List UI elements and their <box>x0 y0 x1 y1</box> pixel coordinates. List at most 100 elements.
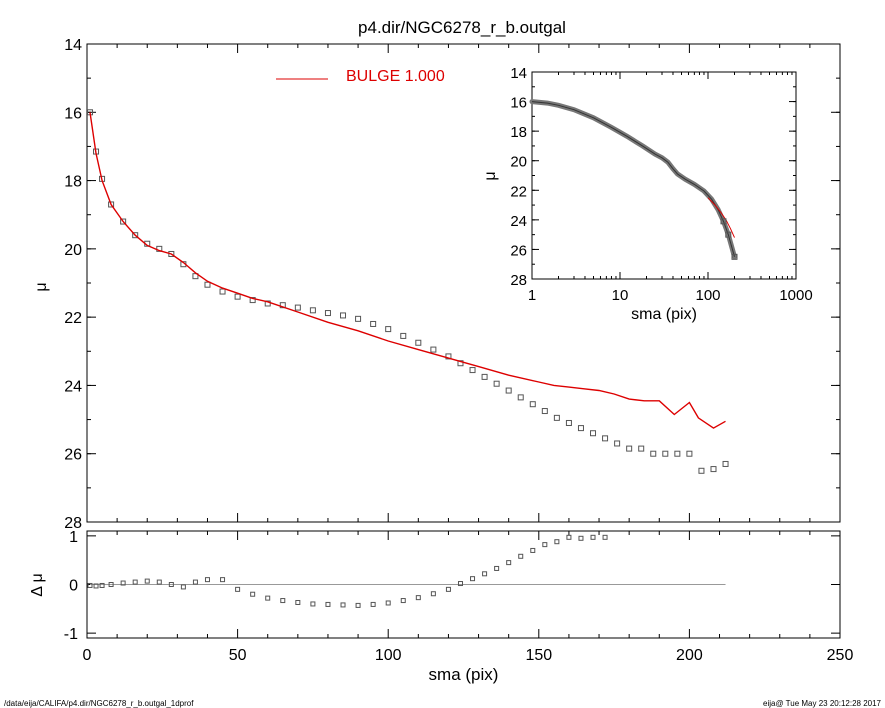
data-point <box>204 281 211 288</box>
inset-data-point <box>725 231 732 238</box>
resid-y-tick-label: 1 <box>69 529 78 546</box>
residual-point <box>295 599 301 605</box>
data-point <box>249 297 256 304</box>
residual-point <box>530 547 536 553</box>
residual-point <box>144 578 150 584</box>
data-point <box>553 414 560 421</box>
inset-y-tick-label: 28 <box>510 272 527 289</box>
inset-plot: 14 16 18 20 22 24 26 281 10 100 1000 sma (pix) μ <box>482 65 813 323</box>
main-y-tick-label: 26 <box>64 447 82 464</box>
data-point <box>614 440 621 447</box>
data-point <box>370 320 377 327</box>
inset-x-tick-label: 1 <box>528 287 536 304</box>
residual-point <box>108 582 114 587</box>
main-y-tick-label: 24 <box>64 378 82 395</box>
inset-x-axis-label: sma (pix) <box>631 306 697 323</box>
data-point <box>234 293 241 300</box>
x-tick-label: 200 <box>676 647 703 664</box>
main-y-tick-label: 14 <box>64 37 82 54</box>
data-point <box>294 304 301 311</box>
data-point <box>577 425 584 432</box>
legend-label: BULGE 1.000 <box>346 68 445 85</box>
inset-y-tick-label: 18 <box>510 124 527 141</box>
resid-y-tick-label: -1 <box>64 626 78 643</box>
data-point <box>264 300 271 307</box>
data-point <box>602 435 609 442</box>
data-point <box>132 232 139 239</box>
residual-point <box>168 582 174 587</box>
data-point <box>309 307 316 314</box>
inset-x-tick-label: 1000 <box>779 287 812 304</box>
data-point <box>400 332 407 339</box>
data-point <box>445 353 452 360</box>
inset-y-tick-label: 22 <box>510 183 527 200</box>
data-point <box>469 367 476 374</box>
residual-point <box>220 577 226 583</box>
inset-y-tick-label: 24 <box>510 213 527 230</box>
resid-y-axis-label: Δ μ <box>29 573 46 596</box>
residual-point <box>602 534 608 540</box>
data-point <box>626 445 633 452</box>
inset-x-tick-label: 10 <box>612 287 629 304</box>
main-y-tick-label: 20 <box>64 242 82 259</box>
residual-point <box>310 601 316 607</box>
residual-point <box>385 600 391 606</box>
residual-point <box>430 591 436 597</box>
residual-point <box>482 571 488 577</box>
residual-point <box>235 586 241 592</box>
inset-model-line <box>707 197 735 238</box>
data-point <box>279 302 286 309</box>
data-point <box>565 419 572 426</box>
main-y-tick-label: 28 <box>64 515 82 532</box>
residual-point <box>180 584 186 590</box>
residual-point <box>494 565 500 571</box>
main-plot: 14 16 18 20 22 24 26 28 μ BULGE 1.000 <box>33 37 841 532</box>
x-tick-label: 150 <box>525 647 552 664</box>
inset-y-tick-label: 14 <box>510 65 527 82</box>
data-point <box>340 312 347 319</box>
residual-point <box>280 598 286 604</box>
data-point <box>698 467 705 474</box>
residual-point <box>400 598 406 604</box>
inset-data-point <box>720 218 727 225</box>
resid-y-tick-label: 0 <box>69 578 78 595</box>
data-point <box>722 460 729 467</box>
residual-point <box>93 583 99 589</box>
footer-path: /data/eija/CALIFA/p4.dir/NGC6278_r_b.out… <box>4 699 194 708</box>
main-y-tick-label: 16 <box>64 105 82 122</box>
chart-title: p4.dir/NGC6278_r_b.outgal <box>358 18 566 37</box>
x-tick-label: 250 <box>827 647 854 664</box>
inset-y-tick-label: 20 <box>510 154 527 171</box>
data-point <box>219 288 226 295</box>
residual-point <box>445 586 451 592</box>
data-point <box>355 315 362 322</box>
data-point <box>324 310 331 317</box>
inset-x-tick-label: 100 <box>695 287 720 304</box>
x-axis-label: sma (pix) <box>429 665 499 684</box>
data-point <box>638 445 645 452</box>
residual-point <box>120 580 126 586</box>
data-point <box>481 373 488 380</box>
residual-point <box>578 535 584 541</box>
residual-point <box>566 534 572 540</box>
data-point <box>662 450 669 457</box>
residual-point <box>554 539 560 545</box>
inset-y-tick-label: 16 <box>510 95 527 112</box>
residual-point <box>340 602 346 608</box>
inset-data-point <box>731 253 738 260</box>
residual-point <box>132 579 138 585</box>
x-tick-label: 0 <box>83 647 92 664</box>
data-point <box>493 380 500 387</box>
data-point <box>385 326 392 333</box>
data-point <box>541 408 548 415</box>
residual-point <box>265 595 271 601</box>
residual-point <box>87 582 93 588</box>
data-point <box>505 387 512 394</box>
residual-point <box>250 591 256 597</box>
data-point <box>457 360 464 367</box>
residual-point <box>518 553 524 559</box>
residual-point <box>204 577 210 583</box>
residual-point <box>325 601 331 607</box>
inset-y-tick-label: 26 <box>510 242 527 259</box>
residual-point <box>457 581 463 587</box>
